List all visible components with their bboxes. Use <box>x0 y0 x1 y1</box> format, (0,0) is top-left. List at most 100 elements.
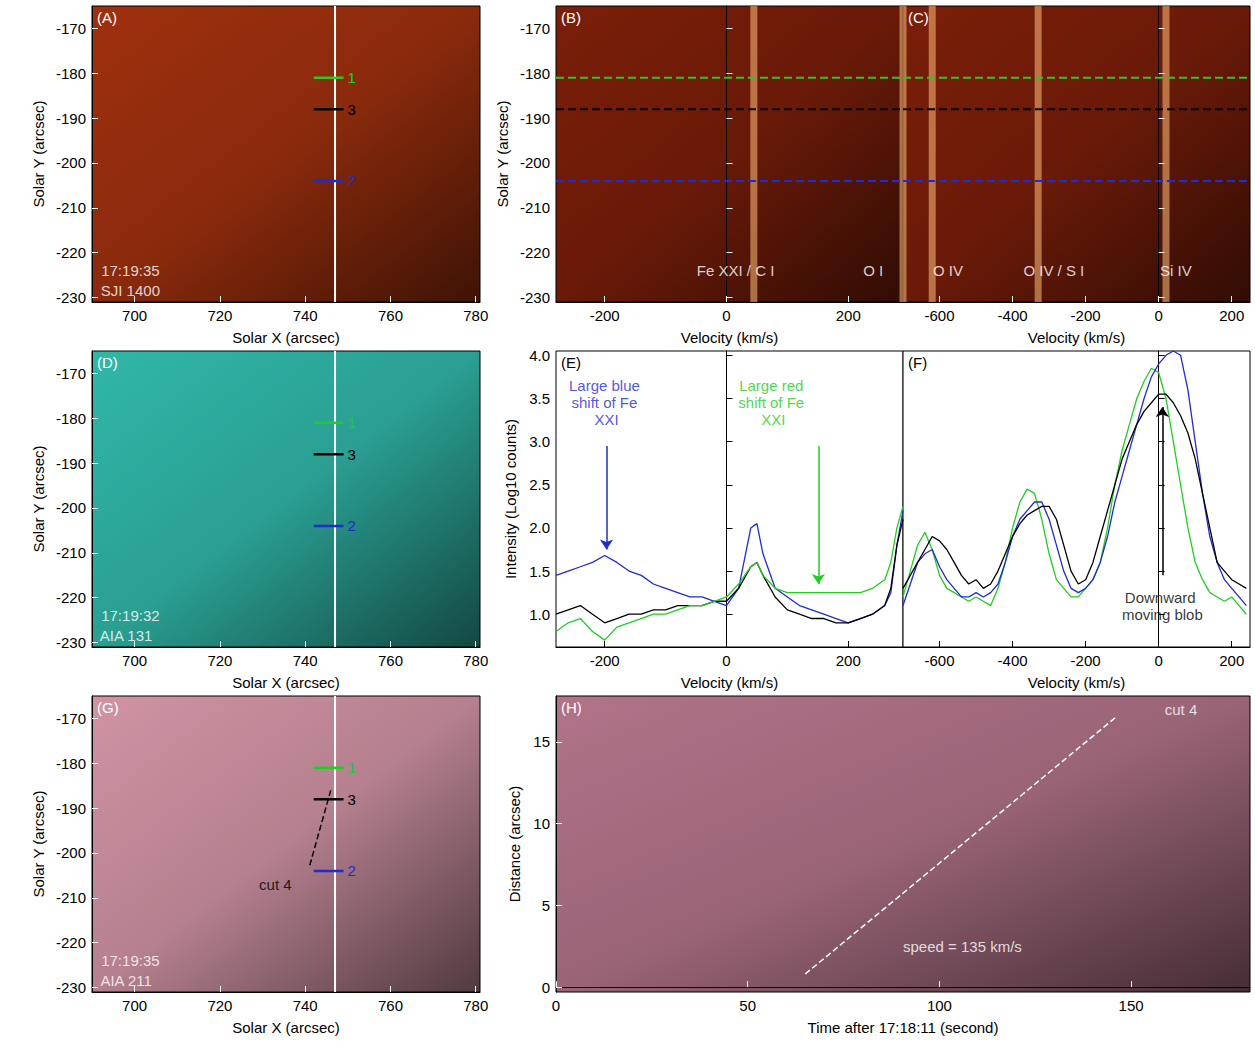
svg-text:-170: -170 <box>56 20 86 37</box>
svg-text:0: 0 <box>542 979 550 996</box>
svg-text:-200: -200 <box>1071 307 1101 324</box>
svg-text:AIA 211: AIA 211 <box>100 972 151 989</box>
svg-text:720: 720 <box>207 307 232 324</box>
svg-text:-230: -230 <box>56 289 86 306</box>
svg-text:-180: -180 <box>56 755 86 772</box>
svg-text:760: 760 <box>378 652 403 669</box>
svg-text:150: 150 <box>1119 997 1144 1014</box>
svg-text:-190: -190 <box>56 455 86 472</box>
svg-text:-200: -200 <box>56 844 86 861</box>
svg-text:700: 700 <box>122 652 147 669</box>
svg-text:1: 1 <box>348 759 356 776</box>
svg-text:Velocity (km/s): Velocity (km/s) <box>681 674 779 691</box>
svg-text:-200: -200 <box>56 499 86 516</box>
svg-text:3.0: 3.0 <box>529 433 550 450</box>
svg-text:0: 0 <box>722 652 730 669</box>
svg-text:AIA 131: AIA 131 <box>100 627 153 644</box>
svg-text:760: 760 <box>378 997 403 1014</box>
svg-text:200: 200 <box>836 307 861 324</box>
svg-text:0: 0 <box>552 997 560 1014</box>
svg-text:-170: -170 <box>520 20 550 37</box>
svg-text:cut 4: cut 4 <box>259 876 292 893</box>
svg-text:-210: -210 <box>56 544 86 561</box>
svg-text:Solar X (arcsec): Solar X (arcsec) <box>232 1019 340 1036</box>
svg-text:-600: -600 <box>925 652 955 669</box>
svg-text:cut 4: cut 4 <box>1165 701 1198 718</box>
svg-text:-200: -200 <box>1071 652 1101 669</box>
svg-text:(E): (E) <box>561 354 581 371</box>
svg-text:-190: -190 <box>56 800 86 817</box>
svg-text:740: 740 <box>293 307 318 324</box>
svg-text:-210: -210 <box>56 889 86 906</box>
svg-text:50: 50 <box>739 997 756 1014</box>
svg-text:Solar Y (arcsec): Solar Y (arcsec) <box>30 791 47 898</box>
svg-text:Downward: Downward <box>1125 589 1200 606</box>
svg-text:780: 780 <box>463 307 488 324</box>
svg-text:200: 200 <box>1219 307 1244 324</box>
svg-text:Solar X (arcsec): Solar X (arcsec) <box>232 674 340 691</box>
svg-text:700: 700 <box>122 307 147 324</box>
svg-text:17:19:32: 17:19:32 <box>101 607 159 624</box>
svg-text:Velocity (km/s): Velocity (km/s) <box>1028 674 1126 691</box>
svg-text:(G): (G) <box>97 699 119 716</box>
svg-text:Solar Y (arcsec): Solar Y (arcsec) <box>30 446 47 553</box>
svg-text:0: 0 <box>1155 652 1163 669</box>
svg-text:Solar Y (arcsec): Solar Y (arcsec) <box>30 101 47 208</box>
svg-text:100: 100 <box>927 997 952 1014</box>
svg-text:O I: O I <box>863 262 883 279</box>
svg-text:Fe XXI / C I: Fe XXI / C I <box>697 262 775 279</box>
svg-text:4.0: 4.0 <box>529 347 550 364</box>
svg-text:740: 740 <box>293 652 318 669</box>
svg-text:Solar X (arcsec): Solar X (arcsec) <box>232 329 340 346</box>
svg-text:17:19:35: 17:19:35 <box>101 262 159 279</box>
svg-text:-200: -200 <box>590 307 620 324</box>
svg-text:700: 700 <box>122 997 147 1014</box>
svg-text:-210: -210 <box>56 199 86 216</box>
svg-text:(A): (A) <box>97 9 117 26</box>
svg-text:-220: -220 <box>520 244 550 261</box>
svg-text:-170: -170 <box>56 365 86 382</box>
svg-text:740: 740 <box>293 997 318 1014</box>
svg-text:moving blob: moving blob <box>1122 606 1203 623</box>
svg-text:-210: -210 <box>520 199 550 216</box>
svg-text:speed = 135 km/s: speed = 135 km/s <box>903 938 1022 955</box>
svg-text:720: 720 <box>207 652 232 669</box>
svg-text:O IV / S I: O IV / S I <box>1023 262 1084 279</box>
svg-text:O IV: O IV <box>933 262 963 279</box>
svg-text:shift of Fe: shift of Fe <box>572 394 642 411</box>
svg-text:200: 200 <box>836 652 861 669</box>
svg-text:1: 1 <box>348 414 356 431</box>
svg-text:(F): (F) <box>908 354 927 371</box>
svg-text:-200: -200 <box>590 652 620 669</box>
svg-text:1.5: 1.5 <box>529 563 550 580</box>
svg-text:2: 2 <box>348 862 356 879</box>
svg-text:(H): (H) <box>561 699 582 716</box>
svg-text:Distance (arcsec): Distance (arcsec) <box>506 786 523 903</box>
svg-text:1.0: 1.0 <box>529 606 550 623</box>
svg-text:-230: -230 <box>56 979 86 996</box>
svg-text:2: 2 <box>348 172 356 189</box>
svg-text:-190: -190 <box>56 110 86 127</box>
svg-text:0: 0 <box>1155 307 1163 324</box>
svg-text:10: 10 <box>533 815 550 832</box>
svg-text:1: 1 <box>348 69 356 86</box>
svg-text:200: 200 <box>1219 652 1244 669</box>
svg-text:3: 3 <box>348 101 356 118</box>
svg-text:-400: -400 <box>998 652 1028 669</box>
svg-text:15: 15 <box>533 733 550 750</box>
svg-text:(B): (B) <box>561 9 581 26</box>
svg-text:-200: -200 <box>520 154 550 171</box>
svg-text:3: 3 <box>348 446 356 463</box>
svg-text:(D): (D) <box>97 354 118 371</box>
svg-text:XXI: XXI <box>594 411 618 428</box>
svg-text:Large blue: Large blue <box>569 377 644 394</box>
svg-text:-170: -170 <box>56 710 86 727</box>
svg-text:Time after 17:18:11 (second): Time after 17:18:11 (second) <box>808 1019 999 1036</box>
svg-text:Intensity (Log10 counts): Intensity (Log10 counts) <box>502 419 519 579</box>
svg-text:0: 0 <box>722 307 730 324</box>
svg-text:2.0: 2.0 <box>529 519 550 536</box>
svg-text:SJI 1400: SJI 1400 <box>101 282 160 299</box>
svg-text:shift of Fe: shift of Fe <box>738 394 808 411</box>
svg-text:780: 780 <box>463 997 488 1014</box>
svg-text:3: 3 <box>348 791 356 808</box>
